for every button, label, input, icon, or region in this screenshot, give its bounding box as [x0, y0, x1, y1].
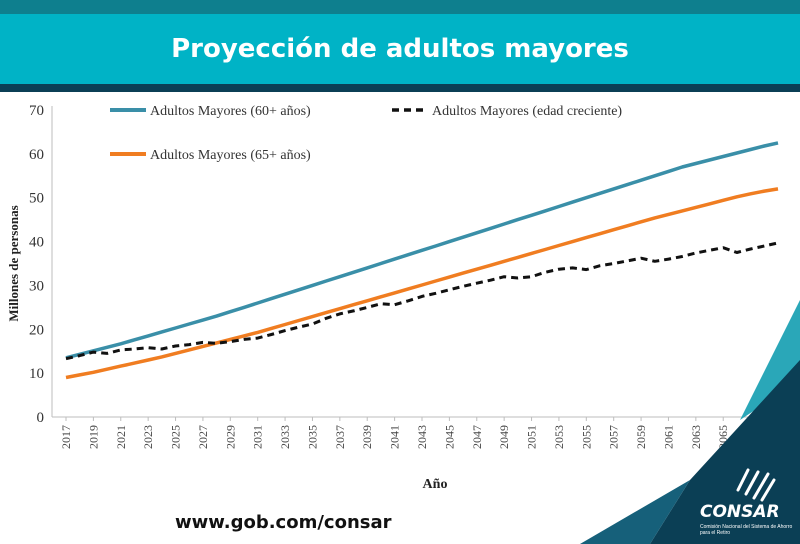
y-tick-label: 60 — [29, 147, 44, 163]
y-tick-label: 0 — [37, 410, 45, 426]
series-line-2 — [65, 187, 779, 380]
x-tick-label: 2049 — [497, 425, 511, 449]
x-tick-label: 2023 — [141, 425, 155, 449]
x-tick-label: 2035 — [305, 425, 319, 449]
x-tick-label: 2031 — [251, 425, 265, 449]
y-tick-label: 50 — [29, 191, 44, 207]
x-axis-title: Año — [423, 477, 448, 492]
x-tick-label: 2037 — [333, 425, 347, 449]
x-tick-label: 2053 — [552, 425, 566, 449]
y-tick-label: 70 — [29, 103, 44, 119]
banner-divider — [0, 84, 800, 92]
consar-logo-text: CONSAR — [700, 502, 780, 522]
x-tick-label: 2047 — [470, 425, 484, 449]
x-tick-label: 2041 — [388, 425, 402, 449]
series-line-1 — [65, 141, 779, 360]
x-tick-label: 2029 — [223, 425, 237, 449]
x-tick-label: 2045 — [442, 425, 456, 449]
x-tick-label: 2017 — [59, 425, 73, 449]
x-tick-label: 2063 — [689, 425, 703, 449]
x-tick-label: 2027 — [196, 425, 210, 449]
y-tick-label: 20 — [29, 322, 44, 338]
x-tick-label: 2065 — [716, 425, 730, 449]
x-tick-label: 2025 — [169, 425, 183, 449]
x-tick-label: 2021 — [114, 425, 128, 449]
legend-label: Adultos Mayores (65+ años) — [150, 148, 311, 163]
y-axis-title: Millones de personas — [6, 205, 21, 321]
x-tick-label: 2019 — [86, 425, 100, 449]
page-title: Proyección de adultos mayores — [171, 34, 629, 64]
legend-label: Adultos Mayores (edad creciente) — [432, 104, 622, 119]
series-line-3 — [65, 241, 779, 361]
x-tick-label: 2059 — [634, 425, 648, 449]
x-tick-label: 2067 — [744, 425, 758, 449]
x-tick-label: 2039 — [360, 425, 374, 449]
title-banner: Proyección de adultos mayores — [0, 14, 800, 84]
x-tick-label: 2043 — [415, 425, 429, 449]
top-accent-bar — [0, 0, 800, 14]
x-tick-label: 2033 — [278, 425, 292, 449]
x-tick-label: 2051 — [525, 425, 539, 449]
x-tick-label: 2061 — [661, 425, 675, 449]
y-tick-label: 30 — [29, 278, 44, 294]
line-chart: 0 10 20 30 40 50 60 70 2017 2019 2021 2023 2025 2027 2… — [6, 103, 779, 492]
y-tick-label: 40 — [29, 235, 44, 251]
consar-logo-tagline: Comisión Nacional del Sistema de Ahorro … — [700, 524, 793, 536]
footer-url[interactable]: www.gob.com/consar — [175, 512, 392, 533]
x-tick-label: 2055 — [579, 425, 593, 449]
legend-label: Adultos Mayores (60+ años) — [150, 104, 311, 119]
x-tick-label: 2057 — [607, 425, 621, 449]
y-tick-label: 10 — [29, 366, 44, 382]
